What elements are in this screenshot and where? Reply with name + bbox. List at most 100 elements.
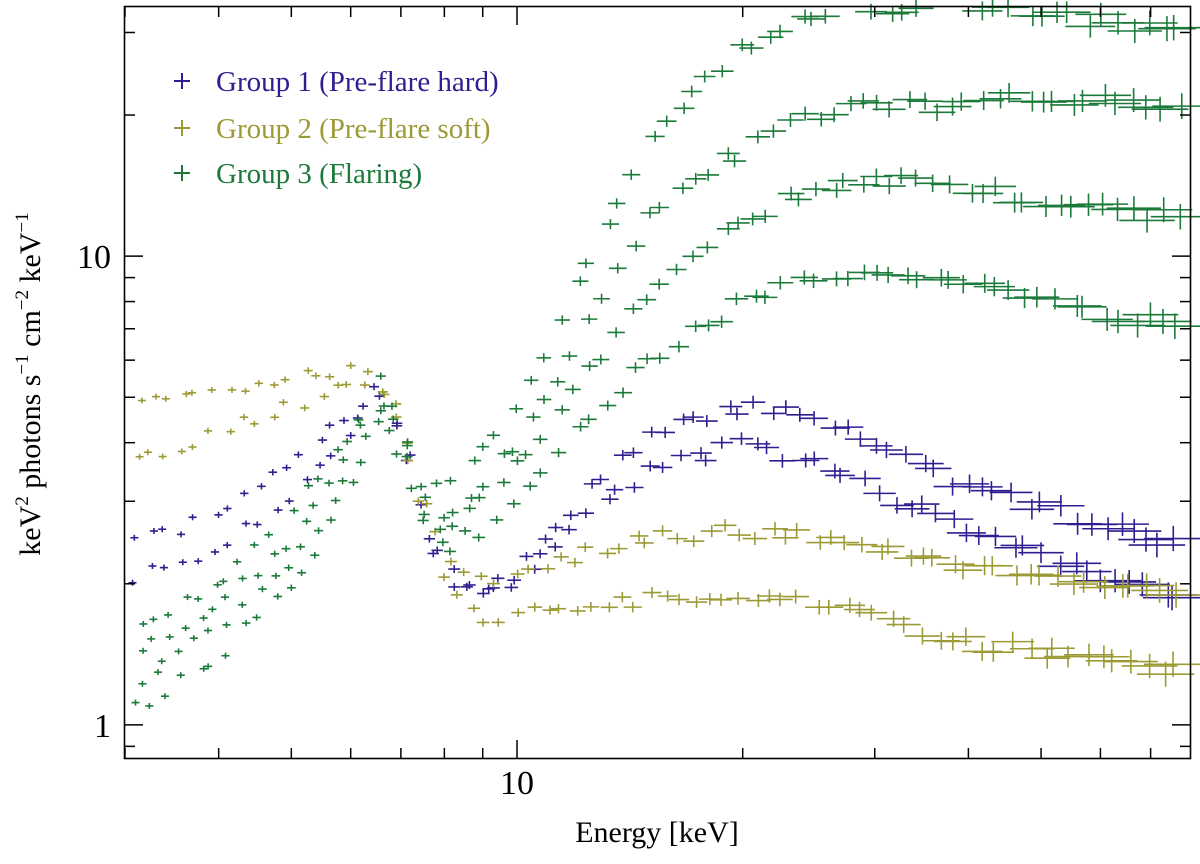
data-point	[726, 592, 750, 605]
data-point	[143, 449, 152, 456]
data-point	[345, 432, 356, 439]
data-point	[946, 627, 986, 646]
data-point	[271, 572, 281, 580]
data-point	[258, 585, 267, 593]
data-point	[1136, 661, 1195, 687]
data-point	[844, 431, 876, 447]
data-point	[987, 82, 1031, 103]
data-point	[726, 216, 750, 230]
legend-marker	[174, 73, 190, 89]
data-point	[989, 482, 1033, 503]
data-point	[613, 450, 632, 461]
data-point	[148, 563, 157, 570]
data-point	[905, 547, 942, 565]
data-point	[384, 426, 395, 435]
data-point	[210, 548, 220, 556]
legend-marker	[174, 165, 190, 181]
data-point	[550, 447, 567, 458]
data-point	[130, 534, 139, 541]
data-point	[355, 421, 366, 429]
data-point	[222, 621, 231, 628]
y-axis-label-sup: −1	[12, 212, 33, 232]
data-point	[476, 482, 490, 491]
data-point	[623, 601, 642, 613]
data-point	[800, 411, 829, 426]
data-point	[846, 536, 878, 553]
data-series	[135, 362, 1200, 687]
data-point	[943, 561, 983, 580]
data-point	[203, 627, 213, 634]
data-point	[497, 478, 511, 487]
data-point	[832, 271, 863, 287]
data-point	[145, 702, 154, 709]
data-point	[326, 516, 336, 524]
data-point	[1118, 527, 1174, 552]
data-point	[833, 419, 864, 435]
data-point	[783, 522, 811, 537]
data-point	[986, 0, 1030, 18]
data-point	[448, 565, 461, 574]
data-point	[1049, 573, 1099, 595]
data-point	[1018, 542, 1064, 564]
data-point	[221, 652, 230, 659]
data-point	[668, 593, 690, 606]
data-point	[138, 680, 147, 687]
data-point	[784, 192, 812, 207]
data-point	[756, 589, 783, 603]
data-point	[460, 582, 473, 591]
data-point	[1144, 525, 1200, 552]
data-point	[649, 278, 669, 290]
data-point	[656, 115, 677, 127]
data-point	[797, 11, 825, 27]
data-point	[423, 534, 436, 543]
data-point	[518, 450, 533, 460]
y-axis-label-part: keV	[14, 232, 47, 290]
data-point	[1114, 572, 1170, 597]
data-point	[1016, 491, 1062, 513]
data-point	[532, 434, 548, 444]
data-point	[962, 477, 1003, 497]
data-point	[252, 521, 262, 528]
data-point	[524, 375, 539, 385]
data-point	[375, 407, 386, 415]
data-point	[164, 611, 173, 618]
data-point	[308, 502, 318, 509]
data-point	[239, 414, 249, 421]
data-point	[835, 95, 867, 112]
data-point	[892, 91, 928, 108]
data-point	[888, 445, 924, 463]
data-point	[547, 542, 563, 552]
data-point	[667, 532, 688, 545]
data-point	[450, 590, 463, 599]
data-point	[333, 381, 343, 389]
data-point	[894, 500, 930, 518]
data-point	[1042, 1, 1091, 24]
data-point	[844, 601, 876, 618]
data-point	[1122, 302, 1179, 327]
data-point	[577, 542, 594, 553]
y-axis-label-sup: −1	[12, 354, 33, 374]
data-point	[491, 618, 505, 627]
data-point	[907, 454, 944, 473]
data-point	[625, 482, 644, 493]
data-point	[626, 362, 645, 373]
data-point	[250, 420, 259, 427]
data-point	[607, 327, 625, 338]
data-point	[872, 177, 906, 195]
data-point	[740, 395, 766, 409]
data-point	[719, 400, 743, 413]
data-point	[581, 361, 598, 371]
data-point	[504, 583, 519, 592]
data-point	[1121, 10, 1178, 36]
data-point	[567, 557, 583, 568]
data-point	[593, 293, 610, 304]
data-point	[1062, 560, 1112, 583]
data-point	[1002, 287, 1047, 309]
data-point	[362, 368, 373, 376]
legend-entry: Group 1 (Pre-flare hard)	[174, 66, 499, 98]
data-point	[592, 474, 609, 485]
data-point	[486, 431, 500, 440]
data-point	[476, 589, 490, 598]
data-point	[280, 376, 290, 383]
